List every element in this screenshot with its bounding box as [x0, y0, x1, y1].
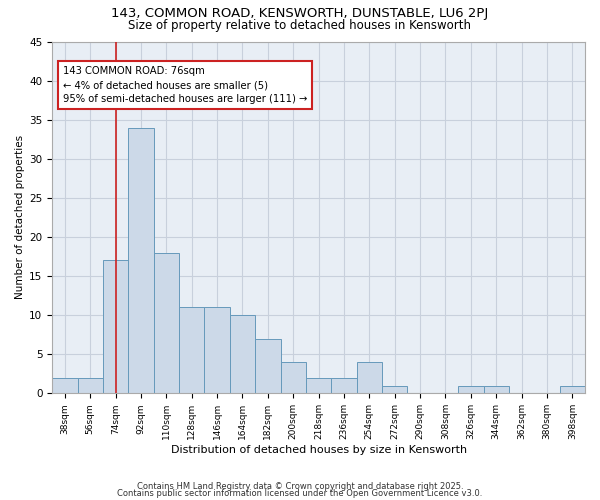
Bar [560, 386, 585, 394]
Text: Size of property relative to detached houses in Kensworth: Size of property relative to detached ho… [128, 18, 472, 32]
Bar [230, 315, 255, 394]
Text: Contains HM Land Registry data © Crown copyright and database right 2025.: Contains HM Land Registry data © Crown c… [137, 482, 463, 491]
Bar [103, 260, 128, 394]
Bar [77, 378, 103, 394]
Bar [255, 338, 281, 394]
X-axis label: Distribution of detached houses by size in Kensworth: Distribution of detached houses by size … [170, 445, 467, 455]
Y-axis label: Number of detached properties: Number of detached properties [15, 136, 25, 300]
Bar [154, 252, 179, 394]
Bar [356, 362, 382, 394]
Bar [281, 362, 306, 394]
Bar [306, 378, 331, 394]
Bar [205, 308, 230, 394]
Text: 143, COMMON ROAD, KENSWORTH, DUNSTABLE, LU6 2PJ: 143, COMMON ROAD, KENSWORTH, DUNSTABLE, … [112, 8, 488, 20]
Bar [52, 378, 77, 394]
Bar [484, 386, 509, 394]
Text: 143 COMMON ROAD: 76sqm
← 4% of detached houses are smaller (5)
95% of semi-detac: 143 COMMON ROAD: 76sqm ← 4% of detached … [63, 66, 307, 104]
Text: Contains public sector information licensed under the Open Government Licence v3: Contains public sector information licen… [118, 489, 482, 498]
Bar [179, 308, 205, 394]
Bar [128, 128, 154, 394]
Bar [382, 386, 407, 394]
Bar [458, 386, 484, 394]
Bar [331, 378, 356, 394]
